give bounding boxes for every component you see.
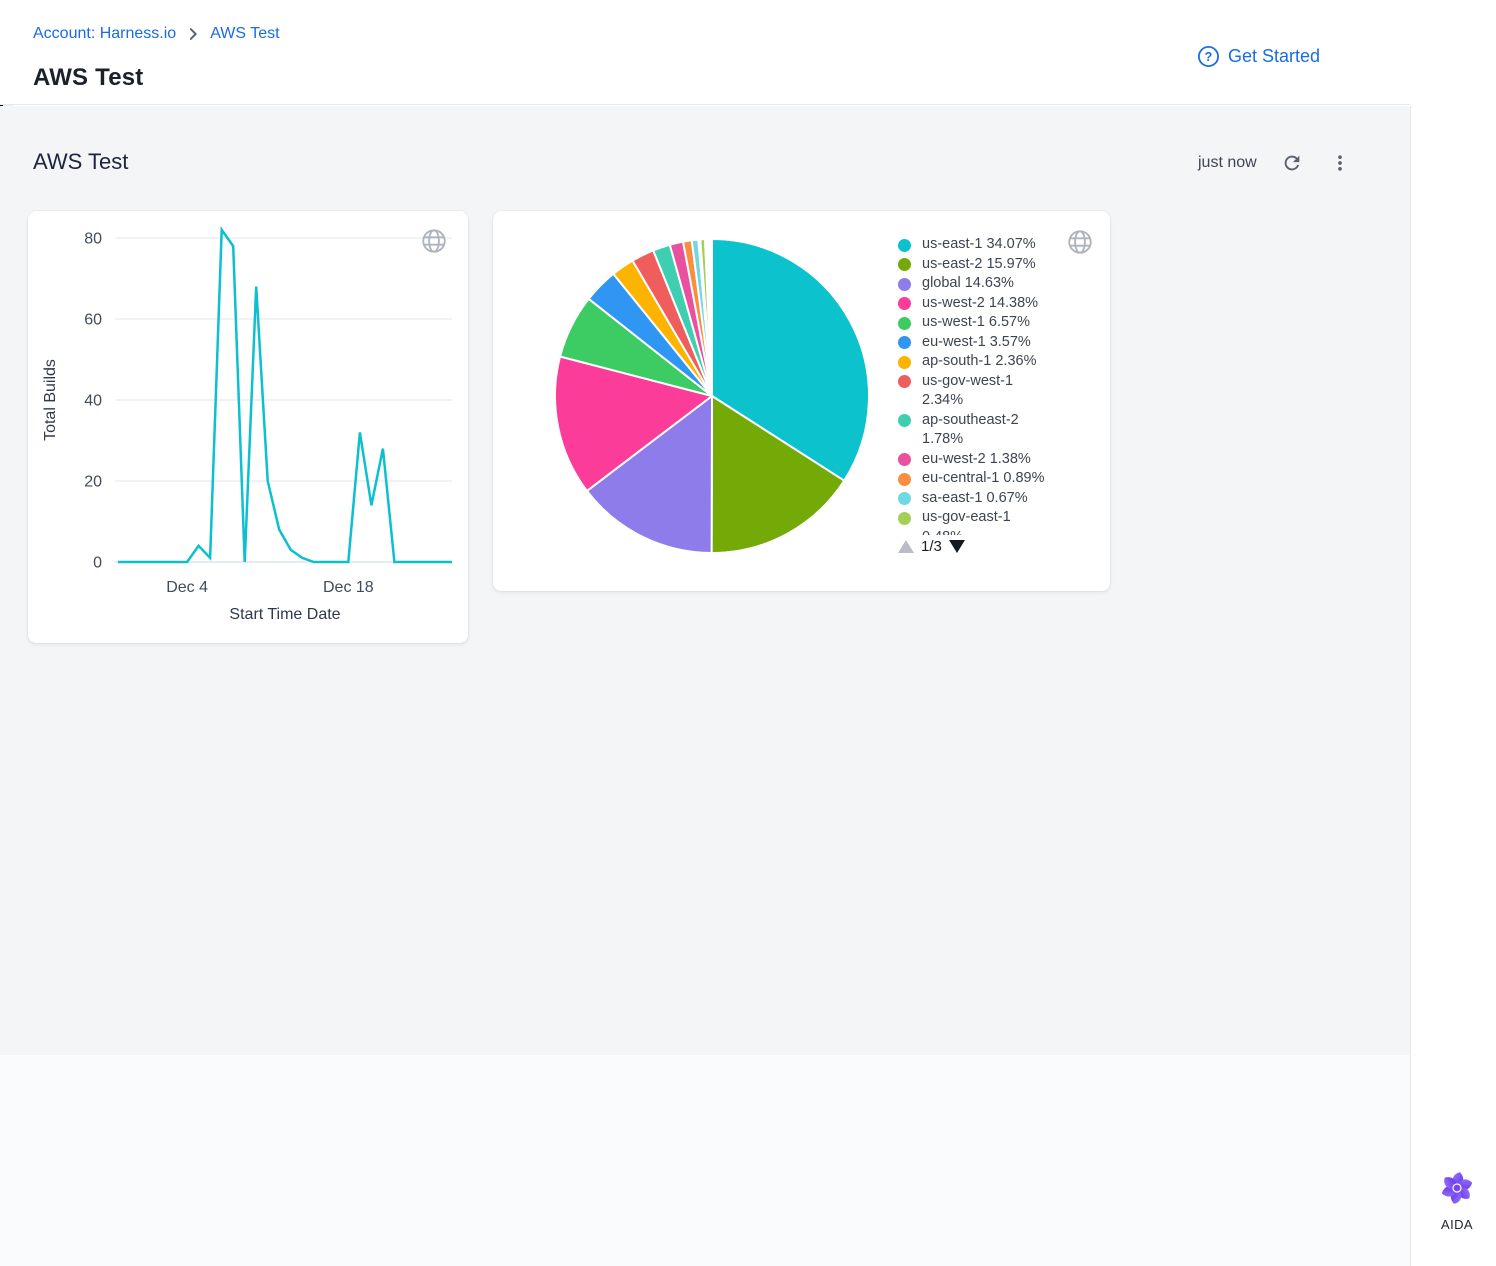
page-header: Account: Harness.io AWS Test AWS Test ? … (0, 0, 1410, 105)
legend-label: us-gov-east-10.48% (922, 509, 1011, 535)
legend-next-page-button[interactable] (948, 540, 965, 553)
legend-color-dot (898, 375, 911, 388)
legend-label: eu-central-1 0.89% (922, 470, 1045, 486)
legend-color-dot (898, 297, 911, 310)
regions-pie-chart (554, 238, 870, 555)
legend-color-dot (898, 355, 911, 369)
globe-tile-button[interactable] (420, 227, 448, 255)
aida-flower-icon (1441, 1172, 1473, 1204)
legend-color-dot (898, 511, 911, 525)
legend-item[interactable]: global 14.63% (898, 274, 1098, 294)
legend-label: us-east-2 15.97% (922, 255, 1036, 272)
breadcrumb: Account: Harness.io AWS Test (33, 25, 280, 43)
legend-item[interactable]: us-gov-east-10.48% (898, 508, 1098, 535)
get-started-link[interactable]: ? Get Started (1197, 45, 1320, 68)
legend-color-dot (898, 472, 911, 486)
legend-label: ap-south-1 2.36% (922, 353, 1037, 369)
svg-text:Total Builds: Total Builds (42, 359, 59, 441)
pie-slice[interactable] (704, 238, 713, 397)
globe-tile-button[interactable] (1066, 228, 1094, 256)
globe-icon (1068, 230, 1092, 254)
kebab-menu-icon (1337, 155, 1342, 171)
total-builds-card: 0 20 40 60 80 Dec 4 Dec 18 Start Time Date Total… (28, 211, 468, 643)
legend-label: us-gov-west-1 2.34% (922, 372, 1014, 409)
legend-item[interactable]: ap-southeast-2 1.78% (898, 411, 1098, 450)
dashboard-toolbar: just now (1198, 150, 1353, 176)
legend-label: us-west-1 6.57% (922, 314, 1030, 330)
legend-label: sa-east-1 0.67% (922, 489, 1028, 506)
page-title: AWS Test (33, 64, 144, 91)
content-right-border (1410, 106, 1411, 1266)
legend-label: us-west-2 14.38% (922, 294, 1039, 311)
legend-item[interactable]: sa-east-1 0.67% (898, 489, 1098, 509)
total-builds-chart: 0 20 40 60 80 Dec 4 Dec 18 Start Time Date Total… (42, 226, 452, 623)
breadcrumb-account-link[interactable]: Account: Harness.io (33, 25, 177, 42)
svg-text:?: ? (1205, 50, 1213, 64)
legend-color-dot (898, 258, 911, 271)
refresh-icon (1284, 155, 1300, 171)
pie-slice-us-east-2[interactable] (710, 395, 846, 555)
svg-text:0: 0 (93, 555, 102, 572)
pie-slice-us-west-2[interactable] (554, 355, 713, 492)
more-options-button[interactable] (1327, 150, 1353, 176)
legend-item[interactable]: us-east-1 34.07% (898, 235, 1098, 255)
legend-prev-page-button[interactable] (898, 540, 914, 553)
refresh-button[interactable] (1279, 150, 1305, 176)
svg-text:Dec 4: Dec 4 (166, 579, 208, 596)
svg-text:60: 60 (84, 312, 102, 329)
pie-legend: us-east-1 34.07% us-east-2 15.97% global 1… (898, 235, 1098, 535)
legend-item[interactable]: us-gov-west-1 2.34% (898, 372, 1098, 411)
dashboard-title: AWS Test (33, 149, 129, 174)
svg-text:Start Time Date: Start Time Date (229, 606, 340, 623)
legend-item[interactable]: eu-west-2 1.38% (898, 450, 1098, 470)
legend-item[interactable]: eu-central-1 0.89% (898, 469, 1098, 489)
legend-label: eu-west-2 1.38% (922, 450, 1031, 467)
legend-label: eu-west-1 3.57% (922, 333, 1031, 350)
legend-label: ap-southeast-2 1.78% (922, 411, 1019, 448)
legend-pagination: 1/3 (898, 538, 965, 555)
breadcrumb-current[interactable]: AWS Test (210, 25, 280, 42)
legend-color-dot (898, 336, 911, 349)
aida-label: AIDA (1441, 1217, 1473, 1232)
legend-color-dot (898, 414, 911, 427)
legend-item[interactable]: us-west-2 14.38% (898, 294, 1098, 314)
pie-slice-global[interactable] (585, 395, 713, 554)
legend-color-dot (898, 492, 911, 505)
legend-item[interactable]: ap-south-1 2.36% (898, 352, 1098, 372)
dashboard-canvas-footer (0, 1055, 1410, 1266)
legend-color-dot (898, 453, 911, 466)
aida-button[interactable] (1437, 1168, 1477, 1211)
legend-color-dot (898, 277, 911, 291)
legend-color-dot (898, 238, 911, 252)
globe-icon (422, 229, 446, 253)
last-refreshed-label: just now (1198, 154, 1257, 171)
legend-label: us-east-1 34.07% (922, 236, 1036, 252)
svg-text:40: 40 (84, 393, 102, 410)
triangle-up-icon (898, 540, 914, 553)
get-started-label: Get Started (1228, 46, 1321, 66)
help-question-icon: ? (1197, 45, 1220, 68)
svg-text:Dec 18: Dec 18 (323, 579, 374, 596)
svg-text:20: 20 (84, 474, 102, 491)
triangle-down-icon (948, 540, 965, 553)
legend-item[interactable]: us-west-1 6.57% (898, 313, 1098, 333)
legend-color-dot (898, 316, 911, 330)
regions-pie-card: us-east-1 34.07% us-east-2 15.97% global 1… (493, 211, 1110, 591)
legend-item[interactable]: eu-west-1 3.57% (898, 333, 1098, 353)
legend-item[interactable]: us-east-2 15.97% (898, 255, 1098, 275)
legend-page-indicator: 1/3 (921, 538, 942, 555)
aida-widget: AIDA (1427, 1168, 1487, 1232)
chevron-right-icon (185, 26, 201, 42)
svg-text:80: 80 (84, 231, 102, 248)
legend-label: global 14.63% (922, 275, 1014, 291)
